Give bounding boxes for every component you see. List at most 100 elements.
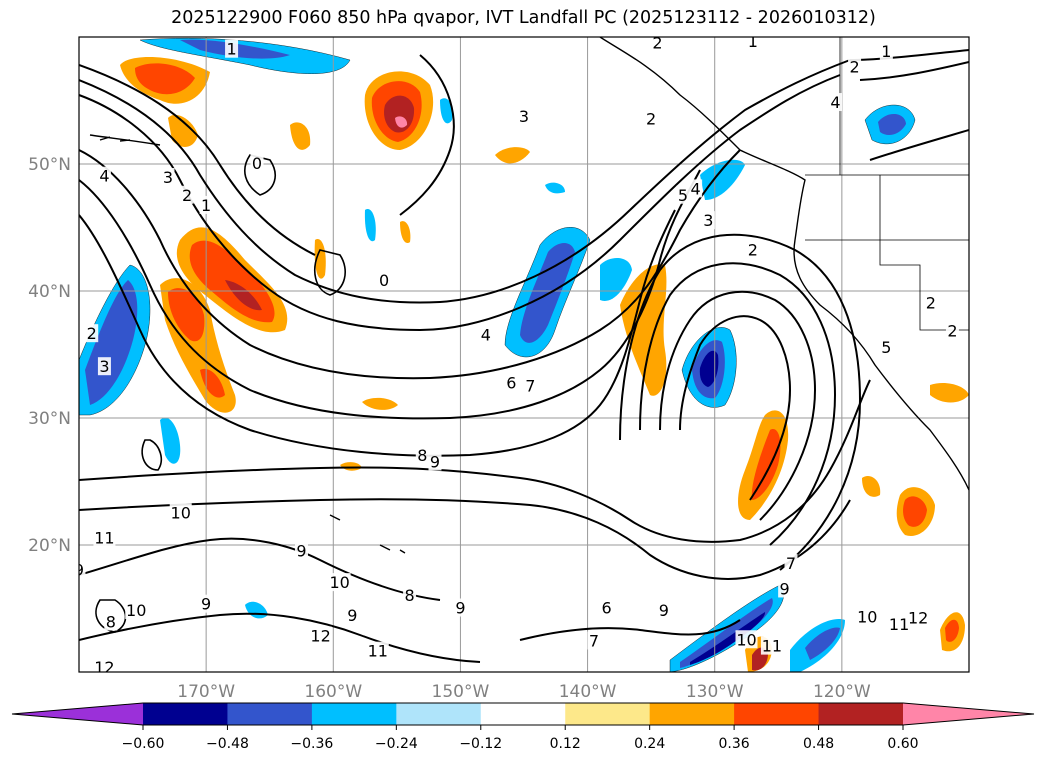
colorbar-tick-label: −0.36 bbox=[290, 736, 333, 752]
fill-red-east bbox=[903, 496, 927, 527]
contour-label-bg bbox=[657, 601, 671, 620]
contour-label-bg bbox=[125, 601, 148, 620]
fill-darkred-west-band bbox=[225, 280, 262, 311]
lon-label: 160°W bbox=[304, 682, 362, 702]
contour-label: 8 bbox=[404, 586, 414, 605]
fill-orange-east-coast bbox=[930, 383, 969, 403]
colorbar-tick-label: 0.60 bbox=[887, 736, 918, 752]
contour-label-bg bbox=[848, 57, 862, 76]
contour-label: 11 bbox=[368, 642, 388, 661]
contour-label: 4 bbox=[481, 325, 491, 344]
contour-label: 1 bbox=[201, 196, 211, 215]
contour-label-bg bbox=[879, 42, 893, 61]
lon-label: 130°W bbox=[686, 682, 744, 702]
colorbar-tick-label: 0.36 bbox=[719, 736, 750, 752]
contour-label-bg bbox=[403, 585, 417, 604]
contour-label: 2 bbox=[182, 186, 192, 205]
contour-label-bg bbox=[888, 615, 911, 634]
colorbar-tick-label: 0.48 bbox=[803, 736, 834, 752]
contour-label: 9 bbox=[455, 599, 465, 618]
contour-label-bg bbox=[784, 554, 798, 573]
colorbar-tick-label: −0.12 bbox=[459, 736, 502, 752]
coastline bbox=[89, 37, 969, 554]
contour-label-bg bbox=[907, 608, 930, 627]
contour-label: 10 bbox=[329, 573, 349, 592]
contour-label: 1 bbox=[748, 32, 758, 51]
contour-label: 11 bbox=[889, 615, 909, 634]
contour-label-bg bbox=[778, 579, 792, 598]
fill-blue-small4 bbox=[364, 209, 376, 242]
contour-label: 3 bbox=[99, 357, 109, 376]
colorbar-extend-high bbox=[903, 703, 1034, 725]
colorbar-segment bbox=[143, 703, 228, 725]
fill-orange-small1 bbox=[290, 122, 311, 150]
colorbar-segment bbox=[734, 703, 820, 725]
fill-orange-small6 bbox=[400, 221, 411, 244]
contour-label-bg bbox=[600, 598, 614, 617]
contour-label-bg bbox=[701, 211, 715, 230]
contour-label: 2 bbox=[87, 324, 97, 343]
fill-blue-center-core bbox=[520, 243, 575, 343]
contour-label-bg bbox=[97, 166, 111, 185]
contour-label-bg bbox=[746, 240, 760, 259]
contour-label: 7 bbox=[589, 632, 599, 651]
contour-label: 1 bbox=[226, 40, 236, 59]
contour-label: 10 bbox=[736, 630, 756, 649]
lat-label: 30°N bbox=[28, 409, 71, 429]
fill-red-125w bbox=[751, 429, 781, 500]
fill-orange-nw2 bbox=[168, 114, 198, 147]
contour-label-bg bbox=[199, 594, 213, 613]
contour-label-bg bbox=[587, 631, 601, 650]
fill-blue-small2 bbox=[545, 182, 565, 194]
contour-label: 12 bbox=[94, 658, 114, 677]
contour-label-bg bbox=[945, 321, 959, 340]
map-frame bbox=[78, 36, 970, 673]
contour-label-bg bbox=[479, 325, 493, 344]
lat-label: 20°N bbox=[28, 536, 71, 556]
fill-red-west-lower bbox=[168, 288, 205, 342]
contour-label-bg bbox=[735, 630, 758, 649]
longitude-labels: 170°W 160°W 150°W 140°W 130°W 120°W bbox=[177, 682, 871, 702]
fill-orange-small2 bbox=[495, 147, 530, 164]
colorbar: −0.60 −0.48 −0.36 −0.24 −0.12 0.12 0.24 0.36 0.4… bbox=[11, 702, 1035, 752]
contour-label: 2 bbox=[646, 110, 656, 129]
fill-blue-coast-north bbox=[700, 159, 745, 200]
contour-label-bg bbox=[328, 573, 351, 592]
colorbar-tick-label: 0.12 bbox=[550, 736, 581, 752]
colorbar-segment bbox=[396, 703, 482, 725]
contour-label: 9 bbox=[347, 606, 357, 625]
fill-blue-center-small bbox=[600, 258, 632, 301]
contour-label: 10 bbox=[857, 607, 877, 626]
contour-label: 4 bbox=[691, 179, 701, 198]
contour-label: 5 bbox=[881, 338, 891, 357]
fill-orange-135w bbox=[620, 264, 667, 396]
contour-label: 9 bbox=[74, 560, 84, 579]
contour-label: 12 bbox=[310, 626, 330, 645]
contour-label: 3 bbox=[519, 107, 529, 126]
contour-label: 4 bbox=[830, 93, 840, 112]
contour-label-bg bbox=[180, 185, 194, 204]
contour-label-bg bbox=[760, 636, 783, 655]
fill-orange-east-small bbox=[862, 475, 881, 497]
contour-label-bg bbox=[161, 167, 175, 186]
contour-label: 11 bbox=[94, 529, 114, 548]
contour-label: 2 bbox=[926, 294, 936, 313]
colorbar-extend-low bbox=[12, 703, 143, 725]
contour-label-bg bbox=[415, 446, 429, 465]
contour-label: 9 bbox=[430, 452, 440, 471]
fill-blue-west-small bbox=[160, 417, 181, 464]
contour-label: 10 bbox=[126, 601, 146, 620]
contour-label-bg bbox=[93, 528, 116, 547]
colorbar-segment bbox=[227, 703, 313, 725]
contour-label: 6 bbox=[506, 374, 516, 393]
contour-label-bg bbox=[651, 37, 664, 52]
contour-label-bg bbox=[746, 37, 760, 51]
fill-blue-south-mid bbox=[680, 598, 773, 668]
contour-label-bg bbox=[250, 154, 264, 172]
contour-label: 5 bbox=[678, 186, 688, 205]
ivt-contours bbox=[79, 49, 969, 663]
fill-orange-small5 bbox=[314, 239, 326, 279]
colorbar-segment bbox=[649, 703, 735, 725]
colorbar-tick-label: −0.48 bbox=[206, 736, 249, 752]
